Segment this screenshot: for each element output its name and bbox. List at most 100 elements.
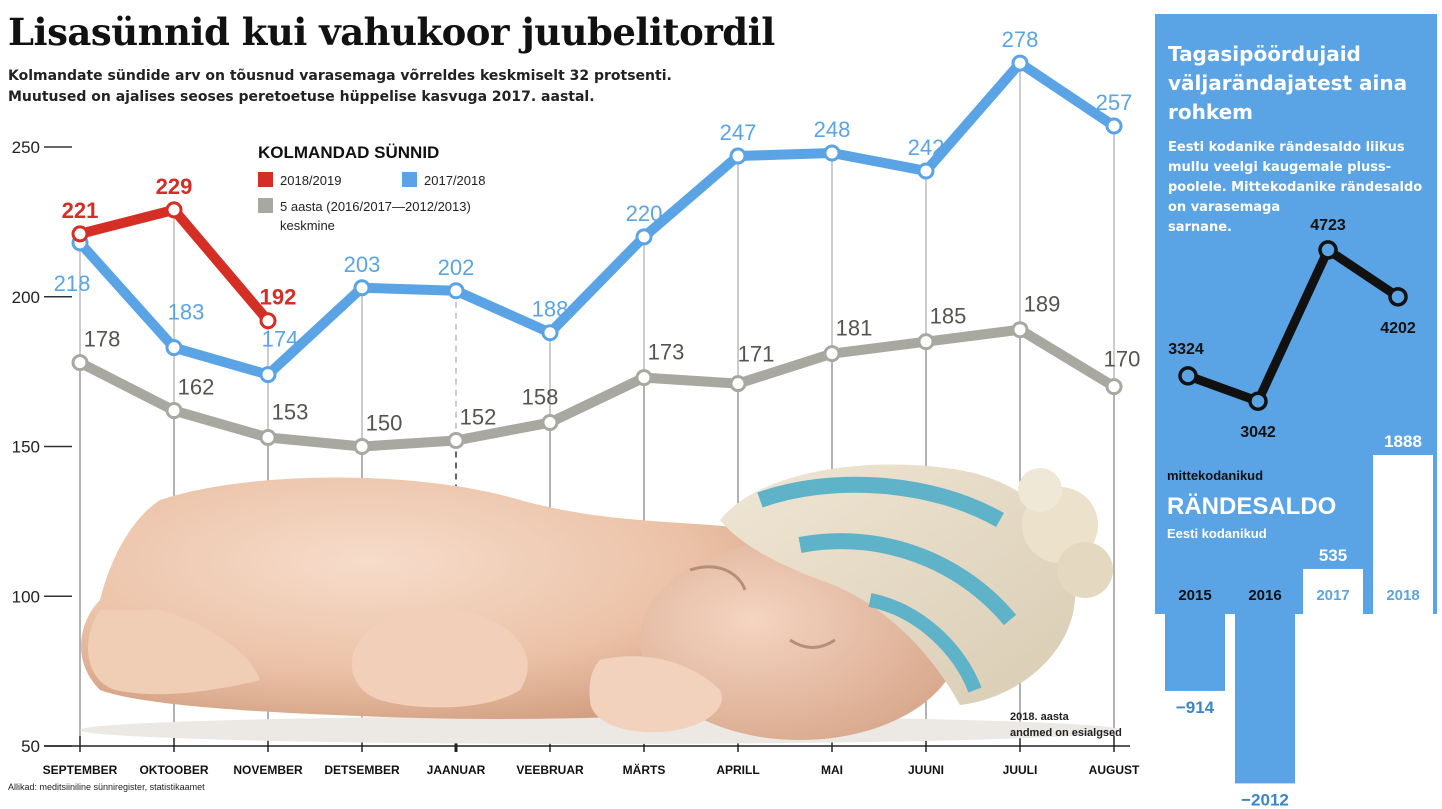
noncitizens-value: 4723 bbox=[1310, 217, 1346, 234]
data-label-5-aasta-2016-2017-2012-2013: 173 bbox=[648, 340, 685, 365]
footnote-line: andmed on esialgsed bbox=[1010, 727, 1122, 739]
data-label-5-aasta-2016-2017-2012-2013: 153 bbox=[272, 400, 309, 425]
side-text-line: mullu veelgi kaugemale pluss- bbox=[1168, 160, 1392, 175]
data-label-2017-2018: 202 bbox=[438, 255, 475, 280]
x-tick-label-veebruar: VEEBRUAR bbox=[516, 763, 584, 777]
data-label-2017-2018: 242 bbox=[908, 135, 945, 160]
data-point-2017-2018 bbox=[259, 366, 277, 384]
legend-label-2018-2019: 2018/2019 bbox=[280, 173, 341, 188]
x-tick-label-mai: MAI bbox=[821, 763, 843, 777]
data-point-5-aasta-2016-2017-2012-2013 bbox=[635, 369, 653, 387]
side-title-line: väljarändajatest aina bbox=[1168, 71, 1408, 95]
x-tick-label-november: NOVEMBER bbox=[233, 763, 303, 777]
side-text-line: sarnane. bbox=[1168, 220, 1232, 235]
data-label-2017-2018: 188 bbox=[532, 297, 569, 322]
sleeping-baby-image bbox=[80, 464, 1120, 744]
y-tick-label: 200 bbox=[12, 288, 40, 307]
subtitle-line: Kolmandate sündide arv on tõusnud varase… bbox=[8, 68, 672, 84]
citizens-bar-value: 1888 bbox=[1384, 432, 1422, 451]
data-label-5-aasta-2016-2017-2012-2013: 170 bbox=[1104, 347, 1141, 372]
noncitizens-value: 3324 bbox=[1168, 341, 1204, 358]
legend-label-2017-2018: 2017/2018 bbox=[424, 173, 485, 188]
citizens-bar-year: 2016 bbox=[1248, 587, 1281, 604]
migration-balance-title: RÄNDESALDO bbox=[1167, 493, 1336, 520]
noncitizens-line bbox=[1186, 245, 1401, 406]
noncitizens-point bbox=[1178, 366, 1198, 386]
subtitle-line: Muutused on ajalises seoses peretoetuse … bbox=[8, 89, 595, 105]
data-label-5-aasta-2016-2017-2012-2013: 150 bbox=[366, 411, 403, 436]
data-point-5-aasta-2016-2017-2012-2013 bbox=[729, 375, 747, 393]
data-label-2017-2018: 247 bbox=[720, 120, 757, 145]
side-title-line: rohkem bbox=[1168, 100, 1254, 124]
data-label-5-aasta-2016-2017-2012-2013: 162 bbox=[178, 375, 215, 400]
data-point-2017-2018 bbox=[729, 147, 747, 165]
legend-swatch-2018-2019 bbox=[258, 172, 273, 187]
x-tick-label-marts: MÄRTS bbox=[623, 762, 666, 777]
data-label-2017-2018: 278 bbox=[1002, 27, 1039, 52]
citizens-bar-year: 2017 bbox=[1316, 587, 1349, 604]
data-label-2017-2018: 183 bbox=[168, 300, 205, 325]
noncitizens-label: mittekodanikud bbox=[1167, 468, 1263, 483]
y-tick-label: 50 bbox=[21, 737, 40, 756]
data-point-2017-2018 bbox=[541, 324, 559, 342]
x-tick-label-detsember: DETSEMBER bbox=[324, 763, 400, 777]
citizens-bar-2018 bbox=[1373, 455, 1433, 614]
x-tick-label-aprill: APRILL bbox=[716, 763, 759, 777]
data-point-5-aasta-2016-2017-2012-2013 bbox=[165, 402, 183, 420]
x-tick-label-juuni: JUUNI bbox=[908, 763, 944, 777]
y-tick-label: 150 bbox=[12, 438, 40, 457]
noncitizens-value: 3042 bbox=[1240, 424, 1276, 441]
data-point-2018-2019 bbox=[165, 201, 183, 219]
series-line-5-aasta-2016-2017-2012-2013 bbox=[75, 324, 1119, 452]
data-label-5-aasta-2016-2017-2012-2013: 158 bbox=[522, 385, 559, 410]
data-label-5-aasta-2016-2017-2012-2013: 178 bbox=[84, 327, 121, 352]
data-point-5-aasta-2016-2017-2012-2013 bbox=[71, 354, 89, 372]
data-point-5-aasta-2016-2017-2012-2013 bbox=[259, 429, 277, 447]
y-tick-label: 250 bbox=[12, 138, 40, 157]
side-title-line: Tagasipöördujaid bbox=[1168, 42, 1361, 66]
data-label-5-aasta-2016-2017-2012-2013: 181 bbox=[836, 316, 873, 341]
side-text-line: poolele. Mittekodanike rändesaldo bbox=[1168, 180, 1423, 195]
footnote-line: 2018. aasta bbox=[1010, 711, 1070, 723]
data-label-5-aasta-2016-2017-2012-2013: 189 bbox=[1024, 292, 1061, 317]
chart-title: Lisasünnid kui vahukoor juubelitordil bbox=[8, 10, 775, 54]
legend-label-5yr-avg: 5 aasta (2016/2017—2012/2013) bbox=[280, 199, 471, 214]
births-line-chart: 50 100 150 200 250 SEPTEMBER OKTOOBER NOVEMBER… bbox=[8, 27, 1141, 792]
data-label-5-aasta-2016-2017-2012-2013: 171 bbox=[738, 342, 775, 367]
data-point-2018-2019 bbox=[259, 312, 277, 330]
data-label-2018-2019: 221 bbox=[62, 198, 99, 223]
citizens-bar-2017 bbox=[1303, 568, 1363, 614]
data-point-2017-2018 bbox=[1011, 54, 1029, 72]
x-tick-label-oktoober: OKTOOBER bbox=[139, 763, 208, 777]
citizens-bar-year: 2015 bbox=[1178, 587, 1211, 604]
source-note: Allikad: meditsiiniline sünniregister, s… bbox=[8, 782, 205, 792]
migration-panel: −914 2015 −2012 2016 535 2017 1888 2018 3324 304… bbox=[1155, 14, 1437, 809]
chart-subtitle: Kolmandate sündide arv on tõusnud varase… bbox=[8, 66, 728, 108]
y-tick-label: 100 bbox=[12, 587, 40, 606]
citizens-bar-2016 bbox=[1235, 614, 1295, 784]
side-description: Eesti kodanike rändesaldo liikus mullu v… bbox=[1168, 138, 1428, 238]
legend-swatch-5yr-avg bbox=[258, 198, 273, 213]
side-text-line: on varasemaga bbox=[1168, 200, 1281, 215]
noncitizens-value: 4202 bbox=[1380, 320, 1416, 337]
noncitizens-point bbox=[1388, 287, 1408, 307]
data-point-5-aasta-2016-2017-2012-2013 bbox=[447, 432, 465, 450]
legend-swatch-2017-2018 bbox=[402, 172, 417, 187]
data-point-2017-2018 bbox=[635, 228, 653, 246]
x-tick-label-jaanuar: JAANUAR bbox=[427, 763, 486, 777]
citizens-bar-value: −914 bbox=[1176, 698, 1215, 717]
data-point-5-aasta-2016-2017-2012-2013 bbox=[1105, 378, 1123, 396]
citizens-bar-year: 2018 bbox=[1386, 587, 1419, 604]
legend-label-5yr-avg-line2: keskmine bbox=[280, 218, 335, 233]
data-point-5-aasta-2016-2017-2012-2013 bbox=[1011, 321, 1029, 339]
legend: KOLMANDAD SÜNNID 2018/2019 2017/2018 5 a… bbox=[258, 143, 485, 233]
data-point-5-aasta-2016-2017-2012-2013 bbox=[541, 414, 559, 432]
data-point-5-aasta-2016-2017-2012-2013 bbox=[353, 438, 371, 455]
citizens-bar-value: −2012 bbox=[1241, 790, 1289, 809]
citizens-bar-2015 bbox=[1165, 614, 1225, 691]
data-point-2017-2018 bbox=[165, 339, 183, 357]
side-title: Tagasipöördujaid väljarändajatest aina r… bbox=[1168, 40, 1418, 127]
citizens-bar-value: 535 bbox=[1319, 546, 1347, 565]
data-point-2017-2018 bbox=[823, 144, 841, 162]
data-point-2017-2018 bbox=[353, 279, 371, 297]
